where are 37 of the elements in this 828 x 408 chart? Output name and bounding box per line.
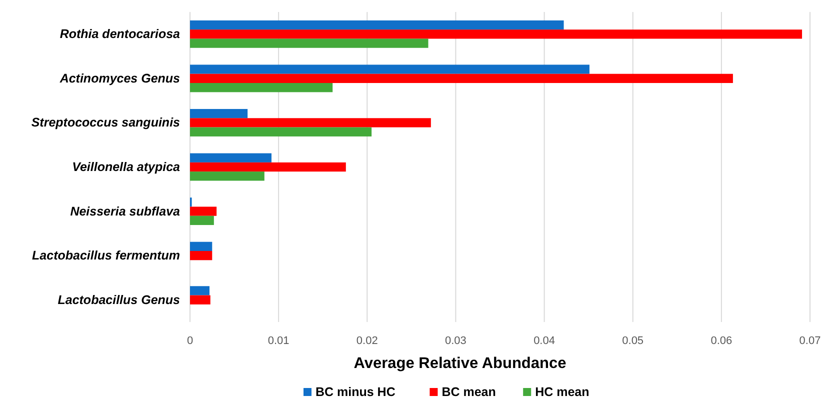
legend-label: BC mean — [442, 385, 496, 399]
bar — [190, 242, 212, 251]
bar — [190, 162, 346, 172]
x-tick-label: 0.01 — [268, 335, 290, 347]
bar — [190, 108, 248, 118]
x-tick-label: 0.02 — [356, 335, 378, 347]
x-tick-label: 0.06 — [710, 335, 732, 347]
bar — [190, 74, 733, 84]
y-tick-label: Actinomyces Genus — [58, 71, 180, 86]
bar — [190, 20, 564, 30]
x-tick-label: 0.03 — [445, 335, 466, 347]
y-tick-label: Lactobacillus fermentum — [32, 248, 180, 263]
bar — [190, 153, 272, 162]
bar — [190, 30, 802, 39]
y-tick-label: Streptococcus sanguinis — [31, 116, 180, 130]
legend-label: BC minus HC — [316, 385, 396, 399]
y-tick-label: Lactobacillus Genus — [58, 292, 180, 307]
bar — [190, 83, 333, 92]
x-tick-label: 0.07 — [799, 335, 821, 347]
bar — [190, 206, 217, 216]
legend-label: HC mean — [535, 385, 590, 399]
y-tick-label: Neisseria subflava — [70, 204, 180, 218]
bar — [190, 127, 372, 136]
x-axis-title: Average Relative Abundance — [354, 355, 567, 372]
y-tick-label: Veillonella atypica — [72, 160, 180, 174]
bar — [190, 286, 210, 296]
bar — [190, 118, 431, 128]
x-tick-label: 0.05 — [622, 335, 644, 347]
x-tick-label: 0 — [186, 335, 194, 347]
bar — [190, 172, 264, 181]
bar — [190, 295, 210, 304]
y-tick-label: Rothia dentocariosa — [60, 27, 180, 42]
bar — [190, 64, 590, 74]
bar — [190, 250, 212, 260]
bar — [190, 38, 428, 48]
bar — [190, 216, 214, 226]
x-tick-label: 0.04 — [534, 335, 555, 347]
